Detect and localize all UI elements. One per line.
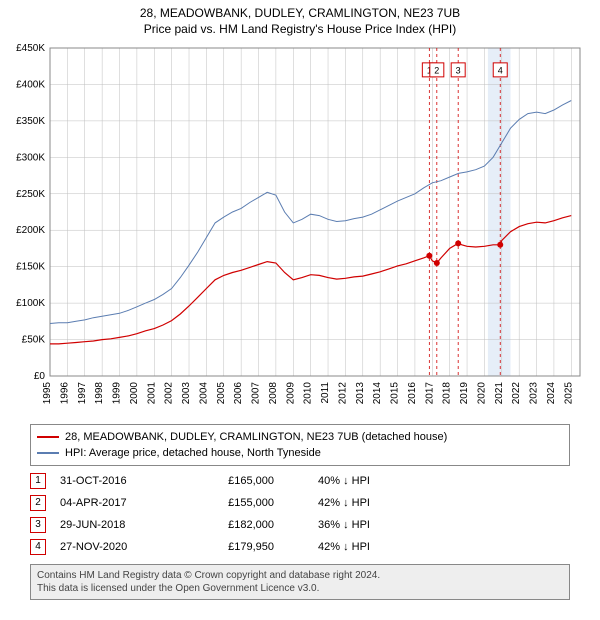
footer-attribution: Contains HM Land Registry data © Crown c… [30,564,570,600]
chart-area: £0 £50K £100K £150K £200K £250K £300K £350K £400… [0,40,600,420]
sale-dot [426,252,432,258]
row-date: 31-OCT-2016 [60,475,170,487]
row-marker-box: 2 [30,495,46,511]
x-tick-label: 2004 [198,381,209,404]
row-price: £155,000 [184,497,304,509]
x-tick-label: 2022 [511,381,522,404]
table-row: 4 27-NOV-2020 £179,950 42% ↓ HPI [30,536,570,558]
x-tick-label: 2008 [268,381,279,404]
x-tick-label: 2025 [563,381,574,404]
row-date: 27-NOV-2020 [60,541,170,553]
x-tick-label: 2016 [407,381,418,404]
row-pct: 36% ↓ HPI [318,519,398,531]
x-tick-label: 2023 [529,381,540,404]
row-pct: 42% ↓ HPI [318,497,398,509]
table-row: 3 29-JUN-2018 £182,000 36% ↓ HPI [30,514,570,536]
x-tick-label: 2011 [320,381,331,403]
row-pct: 40% ↓ HPI [318,475,398,487]
legend-label: HPI: Average price, detached house, Nort… [65,447,321,459]
row-date: 04-APR-2017 [60,497,170,509]
row-marker-box: 1 [30,473,46,489]
sale-marker-number: 4 [498,65,503,75]
x-tick-label: 1999 [112,381,123,404]
row-price: £165,000 [184,475,304,487]
legend-box: 28, MEADOWBANK, DUDLEY, CRAMLINGTON, NE2… [30,424,570,466]
x-tick-label: 1995 [42,381,53,404]
sale-dot [497,241,503,247]
x-tick-label: 2006 [233,381,244,404]
x-tick-label: 2002 [164,381,175,404]
sale-dot [434,260,440,266]
sale-dot [455,240,461,246]
x-tick-label: 2019 [459,381,470,404]
row-price: £182,000 [184,519,304,531]
x-tick-label: 1998 [94,381,105,404]
sale-marker-number: 3 [456,65,461,75]
legend-swatch [37,452,59,454]
chart-title-line1: 28, MEADOWBANK, DUDLEY, CRAMLINGTON, NE2… [0,0,600,22]
x-tick-label: 2007 [251,381,262,404]
y-tick-label: £450K [16,43,45,54]
legend-label: 28, MEADOWBANK, DUDLEY, CRAMLINGTON, NE2… [65,431,447,443]
x-tick-label: 2024 [546,381,557,404]
y-tick-label: £350K [16,115,45,126]
row-pct: 42% ↓ HPI [318,541,398,553]
legend-item: HPI: Average price, detached house, Nort… [37,445,563,461]
x-tick-label: 2005 [216,381,227,404]
x-tick-label: 2020 [476,381,487,404]
x-tick-label: 2013 [355,381,366,404]
y-tick-label: £200K [16,225,45,236]
table-row: 2 04-APR-2017 £155,000 42% ↓ HPI [30,492,570,514]
x-tick-label: 2017 [424,381,435,404]
x-tick-label: 2009 [285,381,296,404]
x-tick-label: 2003 [181,381,192,404]
y-tick-label: £150K [16,261,45,272]
x-tick-label: 2012 [337,381,348,404]
footer-line1: Contains HM Land Registry data © Crown c… [37,569,563,582]
y-tick-label: £250K [16,188,45,199]
legend-item: 28, MEADOWBANK, DUDLEY, CRAMLINGTON, NE2… [37,429,563,445]
x-tick-label: 2015 [390,381,401,404]
x-tick-label: 2000 [129,381,140,404]
x-tick-label: 1996 [59,381,70,404]
y-tick-label: £100K [16,298,45,309]
legend-swatch [37,436,59,438]
row-marker-box: 3 [30,517,46,533]
y-tick-label: £0 [34,371,46,382]
footer-line2: This data is licensed under the Open Gov… [37,582,563,595]
sales-data-table: 1 31-OCT-2016 £165,000 40% ↓ HPI 2 04-APR-201… [30,470,570,558]
y-tick-label: £400K [16,79,45,90]
x-tick-label: 2001 [146,381,157,404]
y-tick-label: £300K [16,152,45,163]
x-tick-label: 2010 [303,381,314,404]
row-price: £179,950 [184,541,304,553]
y-tick-label: £50K [22,334,46,345]
row-marker-box: 4 [30,539,46,555]
x-tick-label: 2014 [372,381,383,404]
x-tick-label: 1997 [77,381,88,404]
chart-title-line2: Price paid vs. HM Land Registry's House … [0,22,600,40]
table-row: 1 31-OCT-2016 £165,000 40% ↓ HPI [30,470,570,492]
x-tick-label: 2018 [442,381,453,404]
x-tick-label: 2021 [494,381,505,404]
row-date: 29-JUN-2018 [60,519,170,531]
sale-marker-number: 2 [434,65,439,75]
line-chart-svg: £0 £50K £100K £150K £200K £250K £300K £350K £400… [0,40,600,420]
